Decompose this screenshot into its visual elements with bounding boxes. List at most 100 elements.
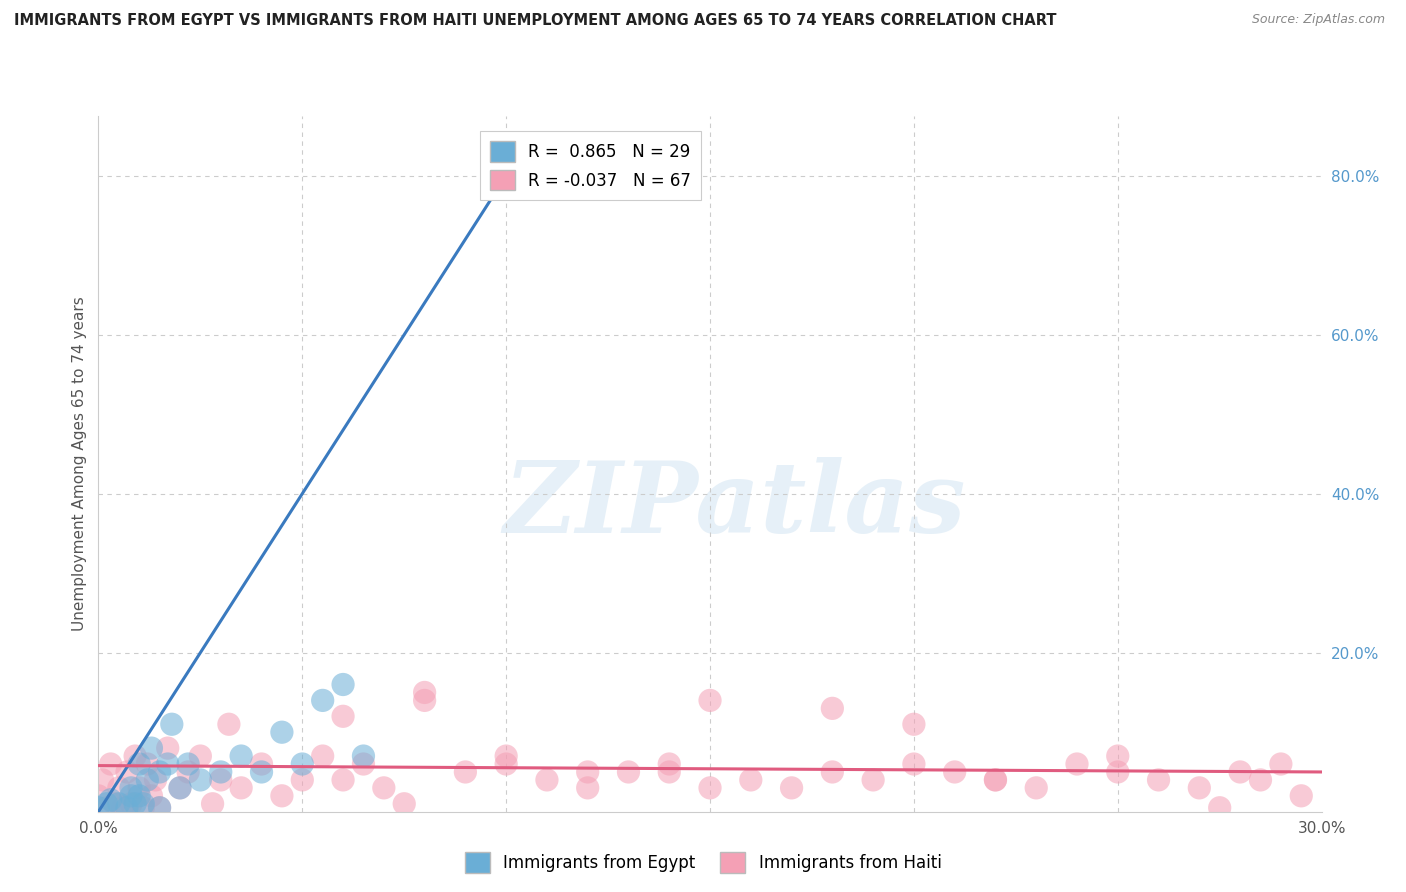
Point (1188, 780, 1211, 795)
Point (188, 749, 212, 764)
Point (169, 780, 191, 795)
Point (495, 169, 517, 183)
Point (145, 772, 167, 787)
Point (177, 757, 200, 772)
Point (231, 780, 253, 795)
Point (392, 797, 416, 811)
Point (454, 764, 477, 779)
Point (373, 780, 395, 795)
Y-axis label: Unemployment Among Ages 65 to 74 years: Unemployment Among Ages 65 to 74 years (72, 296, 87, 632)
Point (111, 801, 134, 815)
Point (984, 772, 1007, 787)
Point (862, 772, 884, 787)
Point (1291, 789, 1313, 803)
Point (128, 780, 150, 795)
Point (132, 801, 155, 815)
Point (149, 764, 172, 779)
Point (96, 797, 118, 811)
Point (576, 780, 599, 795)
Point (115, 764, 138, 779)
Point (100, 793, 122, 807)
Point (188, 772, 212, 787)
Point (120, 789, 142, 803)
Point (160, 717, 183, 731)
Point (903, 757, 925, 772)
Point (128, 789, 150, 803)
Point (120, 797, 142, 811)
Point (312, 749, 335, 764)
Point (1025, 780, 1047, 795)
Point (209, 764, 232, 779)
Point (136, 772, 159, 787)
Point (96, 801, 118, 815)
Point (780, 780, 803, 795)
Point (576, 764, 599, 779)
Point (291, 772, 314, 787)
Point (699, 693, 721, 707)
Point (104, 797, 127, 811)
Point (1209, 801, 1232, 815)
Point (495, 757, 517, 772)
Point (149, 801, 172, 815)
Point (108, 797, 131, 811)
Point (1066, 757, 1088, 772)
Point (1249, 772, 1271, 787)
Point (231, 749, 253, 764)
Point (218, 717, 240, 731)
Point (209, 772, 232, 787)
Point (270, 789, 294, 803)
Point (821, 764, 844, 779)
Point (291, 757, 314, 772)
Point (120, 780, 142, 795)
Point (1229, 764, 1251, 779)
Point (332, 772, 354, 787)
Text: ZIPatlas: ZIPatlas (503, 458, 966, 554)
Point (141, 789, 163, 803)
Point (169, 780, 191, 795)
Point (128, 757, 150, 772)
Point (332, 709, 354, 723)
Point (984, 772, 1007, 787)
Point (658, 757, 681, 772)
Point (413, 685, 436, 699)
Point (124, 749, 146, 764)
Point (1107, 749, 1129, 764)
Point (943, 764, 966, 779)
Point (87, 801, 110, 815)
Point (177, 764, 200, 779)
Point (156, 757, 179, 772)
Point (821, 701, 844, 715)
Point (352, 757, 374, 772)
Point (250, 764, 273, 779)
Point (141, 741, 163, 756)
Point (1107, 764, 1129, 779)
Text: Source: ZipAtlas.com: Source: ZipAtlas.com (1251, 13, 1385, 27)
Legend: R =  0.865   N = 29, R = -0.037   N = 67: R = 0.865 N = 29, R = -0.037 N = 67 (479, 131, 702, 200)
Text: IMMIGRANTS FROM EGYPT VS IMMIGRANTS FROM HAITI UNEMPLOYMENT AMONG AGES 65 TO 74 : IMMIGRANTS FROM EGYPT VS IMMIGRANTS FROM… (14, 13, 1056, 29)
Point (352, 749, 374, 764)
Point (312, 693, 335, 707)
Point (495, 749, 517, 764)
Point (332, 677, 354, 691)
Point (658, 764, 681, 779)
Point (1270, 757, 1292, 772)
Point (100, 757, 122, 772)
Legend: Immigrants from Egypt, Immigrants from Haiti: Immigrants from Egypt, Immigrants from H… (458, 846, 948, 880)
Point (201, 797, 224, 811)
Point (115, 801, 138, 815)
Point (91, 772, 114, 787)
Point (132, 797, 155, 811)
Point (699, 780, 721, 795)
Point (149, 801, 172, 815)
Point (124, 797, 146, 811)
Point (108, 780, 131, 795)
Point (617, 764, 640, 779)
Point (536, 772, 558, 787)
Point (156, 741, 179, 756)
Point (1147, 772, 1170, 787)
Point (136, 757, 159, 772)
Point (87, 789, 110, 803)
Point (740, 772, 762, 787)
Point (413, 693, 436, 707)
Point (903, 717, 925, 731)
